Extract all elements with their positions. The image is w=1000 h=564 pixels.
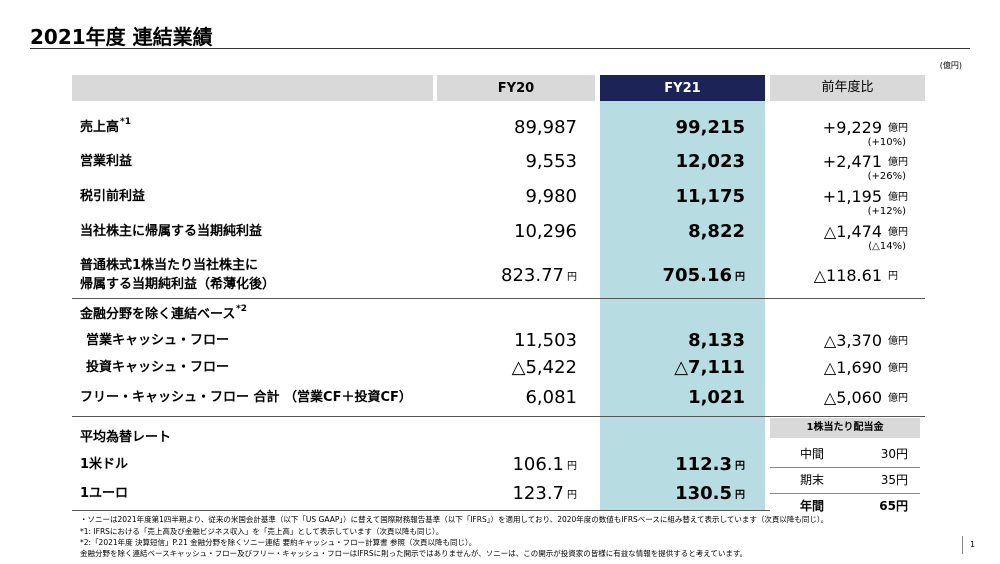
row-label: 営業利益 xyxy=(80,154,133,169)
section-title: 平均為替レート xyxy=(80,430,172,445)
page-number: 1 xyxy=(970,540,976,549)
page-rule xyxy=(962,536,963,554)
unit: (億円) xyxy=(939,61,962,70)
unit: 億円 xyxy=(888,157,908,168)
change-pct: (+26%) xyxy=(867,171,906,182)
unit: 円 xyxy=(735,490,745,501)
row-label: 当社株主に帰属する当期純利益 xyxy=(80,224,263,239)
fy20-value: 10,296 xyxy=(514,221,577,242)
fy21-value: 8,133 xyxy=(688,330,745,351)
fy21-value: 130.5 xyxy=(675,483,732,504)
dividend-label: 年間 xyxy=(800,499,825,513)
change-pct: (+12%) xyxy=(867,206,906,217)
fy20-value: 6,081 xyxy=(525,387,577,408)
unit: 円 xyxy=(567,461,577,472)
dividend-value: 35円 xyxy=(880,473,908,487)
footnote: 金融分野を除く連結ベースキャッシュ・フロー及びフリー・キャッシュ・フローはIFR… xyxy=(80,549,748,558)
unit: 円 xyxy=(888,271,898,282)
fy21-value: 99,215 xyxy=(675,117,745,138)
fy21-column xyxy=(600,101,765,510)
fy21-value: △7,111 xyxy=(674,357,745,378)
title-rule xyxy=(30,48,970,49)
fy20-value: 123.7 xyxy=(512,483,564,504)
row-label: 1ユーロ xyxy=(80,486,129,501)
fy21-value: 12,023 xyxy=(675,151,745,172)
unit: 億円 xyxy=(888,227,908,238)
dividend-value: 65円 xyxy=(879,499,908,513)
change-pct: (+10%) xyxy=(867,137,906,148)
fy20-value: △5,422 xyxy=(511,357,577,378)
fy20-value: 106.1 xyxy=(512,454,564,475)
fy21-value: 1,021 xyxy=(688,387,745,408)
dividend-label: 期末 xyxy=(800,473,825,487)
change-value: +1,195 xyxy=(822,187,882,206)
change-value: +9,229 xyxy=(822,118,882,137)
dividend-label: 中間 xyxy=(800,447,825,461)
unit: 億円 xyxy=(888,192,908,203)
unit: 億円 xyxy=(888,336,908,347)
note-mark: *2 xyxy=(236,304,247,314)
dividend-title: 1株当たり配当金 xyxy=(806,422,884,433)
change-value: +2,471 xyxy=(822,152,882,171)
unit: 億円 xyxy=(888,123,908,134)
change-value: △1,474 xyxy=(823,222,882,241)
unit: 円 xyxy=(567,272,577,283)
unit: 円 xyxy=(735,461,745,472)
row-label: 営業キャッシュ・フロー xyxy=(86,333,230,348)
fy20-value: 11,503 xyxy=(514,330,577,351)
row-label: 投資キャッシュ・フロー xyxy=(86,360,230,375)
divider xyxy=(433,75,437,101)
row-label: 普通株式1株当たり当社株主に xyxy=(80,258,259,273)
row-label: 売上高 xyxy=(80,120,120,135)
dividend-value: 30円 xyxy=(880,447,908,461)
footnote: *2:「2021年度 決算短信」P.21 金融分野を除くソニー連結 要約キャッシ… xyxy=(80,538,477,547)
dividend-header xyxy=(770,418,920,438)
fy21-value: 705.16 xyxy=(662,265,732,286)
fy21-value: 8,822 xyxy=(688,221,745,242)
row-label: フリー・キャッシュ・フロー 合計 （営業CF＋投資CF） xyxy=(80,390,412,405)
change-value: △1,690 xyxy=(823,358,882,377)
divider xyxy=(595,75,600,101)
column-header: 前年度比 xyxy=(821,80,874,95)
section-title: 金融分野を除く連結ベース xyxy=(80,307,236,322)
row-rule xyxy=(770,467,920,468)
row-label: 1米ドル xyxy=(80,457,129,472)
footnote: ・ソニーは2021年度第1四半期より、従来の米国会計基準（以下「US GAAP」… xyxy=(80,515,829,524)
row-rule xyxy=(72,510,770,511)
change-value: △3,370 xyxy=(823,331,882,350)
change-value: △118.61 xyxy=(813,266,882,285)
fy21-value: 112.3 xyxy=(675,454,732,475)
fy21-header xyxy=(600,75,765,101)
fy20-value: 89,987 xyxy=(514,117,577,138)
unit: 円 xyxy=(567,490,577,501)
header-bar xyxy=(72,75,925,101)
unit: 億円 xyxy=(888,393,908,404)
row-label: 帰属する当期純利益（希薄化後） xyxy=(80,277,276,292)
fy20-value: 9,553 xyxy=(525,151,577,172)
fy20-value: 823.77 xyxy=(501,265,564,286)
unit: 億円 xyxy=(888,363,908,374)
column-header: FY21 xyxy=(664,81,701,96)
divider xyxy=(765,75,770,101)
fy21-value: 11,175 xyxy=(675,186,745,207)
row-label: 税引前利益 xyxy=(80,189,146,204)
row-rule xyxy=(72,298,925,299)
title: 2021年度 連結業績 xyxy=(30,25,213,49)
row-rule xyxy=(770,493,920,494)
note-mark: *1 xyxy=(120,117,131,127)
row-rule xyxy=(72,416,925,417)
column-header: FY20 xyxy=(497,81,535,96)
fy20-value: 9,980 xyxy=(525,186,577,207)
change-pct: (△14%) xyxy=(868,241,906,252)
unit: 円 xyxy=(735,272,745,283)
footnote: *1: IFRSにおける「売上高及び金融ビジネス収入」を「売上高」として表示して… xyxy=(80,527,444,536)
change-value: △5,060 xyxy=(823,388,882,407)
